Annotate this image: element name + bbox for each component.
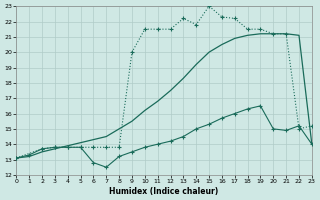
X-axis label: Humidex (Indice chaleur): Humidex (Indice chaleur) [109, 187, 219, 196]
